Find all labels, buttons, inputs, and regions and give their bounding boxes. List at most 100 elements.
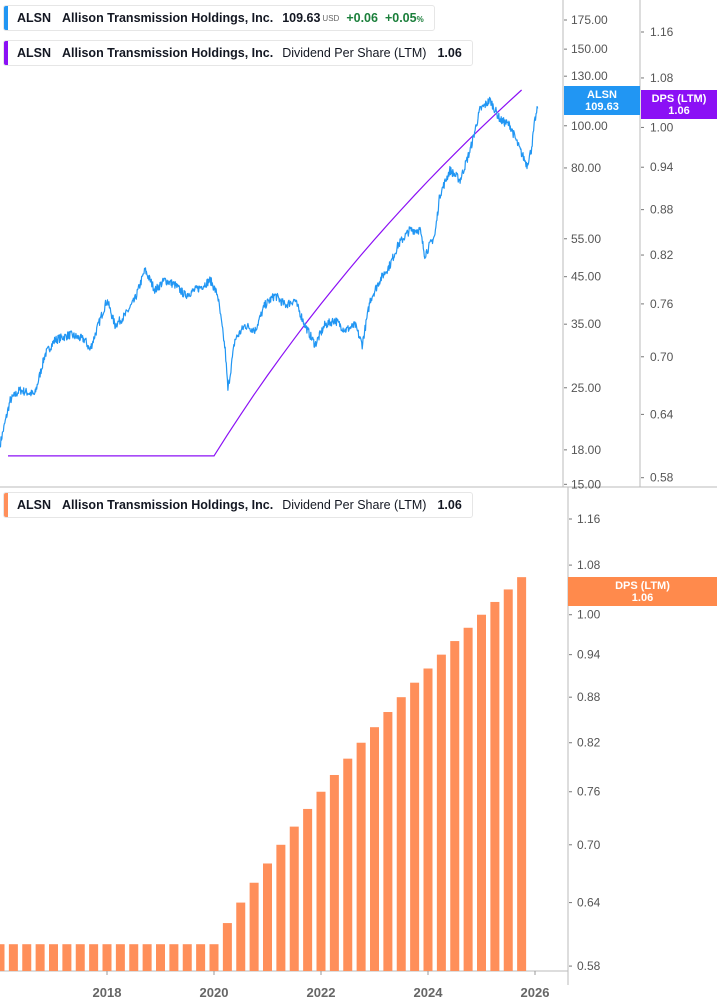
dps-bar xyxy=(263,863,272,971)
legend-metric: Dividend Per Share (LTM) xyxy=(282,46,427,60)
legend-company: Allison Transmission Holdings, Inc. xyxy=(62,498,274,512)
dps-bar xyxy=(62,944,72,971)
price-tick-label: 45.00 xyxy=(571,270,601,284)
x-tick-label: 2024 xyxy=(414,985,444,1000)
dps-bar xyxy=(129,944,139,971)
price-tick-label: 55.00 xyxy=(571,232,601,246)
price-tick-label: 35.00 xyxy=(571,317,601,331)
legend-price: ALSN Allison Transmission Holdings, Inc.… xyxy=(3,5,435,31)
dps-bottom-badge-label: DPS (LTM) xyxy=(615,579,670,592)
dps-bar xyxy=(276,844,286,971)
dps-bottom-tick-label: 0.64 xyxy=(577,896,601,910)
price-tick-label: 15.00 xyxy=(571,477,601,491)
x-tick-label: 2022 xyxy=(307,985,336,1000)
dps-bottom-badge: DPS (LTM) 1.06 xyxy=(568,577,717,606)
dps-bottom-tick-label: 1.08 xyxy=(577,558,601,572)
dps-bar xyxy=(289,826,299,971)
price-badge-label: ALSN xyxy=(587,88,617,101)
dps-top-badge: DPS (LTM) 1.06 xyxy=(641,90,717,119)
dps-bar xyxy=(156,944,165,971)
dps-bar xyxy=(89,944,99,971)
legend-change-pct: +0.05% xyxy=(385,11,424,25)
dps-bar xyxy=(169,944,179,971)
dps-bar xyxy=(303,808,313,971)
dps-bottom-tick-label: 0.76 xyxy=(577,785,601,799)
dps-bar xyxy=(450,641,460,971)
dps-top-tick-label: 0.70 xyxy=(650,350,674,364)
price-tick-label: 80.00 xyxy=(571,161,601,175)
price-badge: ALSN 109.63 xyxy=(564,86,640,115)
price-tick-label: 25.00 xyxy=(571,381,601,395)
legend-ticker: ALSN xyxy=(17,498,52,512)
dps-bar xyxy=(236,902,246,971)
dps-bar xyxy=(410,682,420,971)
dps-top-tick-label: 0.64 xyxy=(650,407,674,421)
legend-currency: USD xyxy=(322,13,340,23)
dps-top-tick-label: 0.82 xyxy=(650,248,674,262)
dps-bar xyxy=(383,712,393,971)
dps-top-badge-value: 1.06 xyxy=(668,104,690,117)
dps-bottom-tick-label: 0.88 xyxy=(577,690,601,704)
dps-bar xyxy=(182,944,192,971)
legend-color-marker xyxy=(4,41,8,65)
dps-bar xyxy=(490,601,500,971)
dps-bar xyxy=(115,944,125,971)
dps-bottom-badge-value: 1.06 xyxy=(631,591,654,604)
dps-bar xyxy=(75,944,85,971)
dps-bar xyxy=(142,944,152,971)
dps-bar xyxy=(477,614,486,971)
dps-top-tick-label: 1.16 xyxy=(650,25,674,39)
dps-bar xyxy=(329,774,339,971)
legend-change-pct-value: +0.05 xyxy=(384,11,417,25)
dps-bar xyxy=(370,727,379,971)
dps-bottom-tick-label: 1.16 xyxy=(577,512,601,526)
dps-bar xyxy=(222,923,232,971)
dps-bottom-tick-label: 0.82 xyxy=(577,736,601,750)
dps-bottom-tick-label: 0.70 xyxy=(577,838,601,852)
dps-bar xyxy=(8,944,18,971)
dps-bar xyxy=(49,944,58,971)
dps-top-tick-label: 0.88 xyxy=(650,203,674,217)
dps-top-tick-label: 0.58 xyxy=(650,471,674,485)
dps-top-tick-label: 1.00 xyxy=(650,120,674,134)
dps-bar xyxy=(356,742,366,971)
dps-bar xyxy=(423,668,433,971)
dps-bottom-tick-label: 1.00 xyxy=(577,608,601,622)
x-tick-label: 2020 xyxy=(200,985,229,1000)
legend-company: Allison Transmission Holdings, Inc. xyxy=(62,11,274,25)
legend-dps-bottom: ALSN Allison Transmission Holdings, Inc.… xyxy=(3,492,473,518)
x-tick-label: 2018 xyxy=(93,985,122,1000)
price-tick-label: 130.00 xyxy=(571,69,608,83)
x-tick-label: 2026 xyxy=(521,985,550,1000)
dps-bar xyxy=(343,758,353,971)
dps-bar xyxy=(249,882,259,971)
dps-bar xyxy=(396,697,406,971)
legend-metric: Dividend Per Share (LTM) xyxy=(282,498,427,512)
price-line xyxy=(0,96,539,448)
legend-ticker: ALSN xyxy=(17,11,52,25)
legend-value: 1.06 xyxy=(437,46,462,60)
dps-bar xyxy=(22,944,32,971)
price-tick-label: 150.00 xyxy=(571,42,608,56)
price-tick-label: 18.00 xyxy=(571,443,601,457)
dps-bottom-tick-label: 0.58 xyxy=(577,959,601,973)
dps-bar xyxy=(102,944,112,971)
legend-pct-sign: % xyxy=(416,15,424,24)
price-tick-label: 100.00 xyxy=(571,119,608,133)
dps-top-tick-label: 0.76 xyxy=(650,297,674,311)
dps-bar xyxy=(436,654,446,971)
dps-bar xyxy=(209,944,219,971)
dps-top-tick-label: 0.94 xyxy=(650,160,674,174)
legend-price-value: 109.63 xyxy=(282,11,321,25)
dps-bar xyxy=(316,791,326,971)
dps-bar xyxy=(0,944,5,971)
dps-bar xyxy=(517,577,527,971)
dps-bar xyxy=(196,944,206,971)
legend-ticker: ALSN xyxy=(17,46,52,60)
dps-bar xyxy=(503,589,513,971)
legend-color-marker xyxy=(4,493,8,517)
dps-top-badge-label: DPS (LTM) xyxy=(651,92,707,105)
price-tick-label: 175.00 xyxy=(571,13,608,27)
dps-line xyxy=(8,89,523,457)
